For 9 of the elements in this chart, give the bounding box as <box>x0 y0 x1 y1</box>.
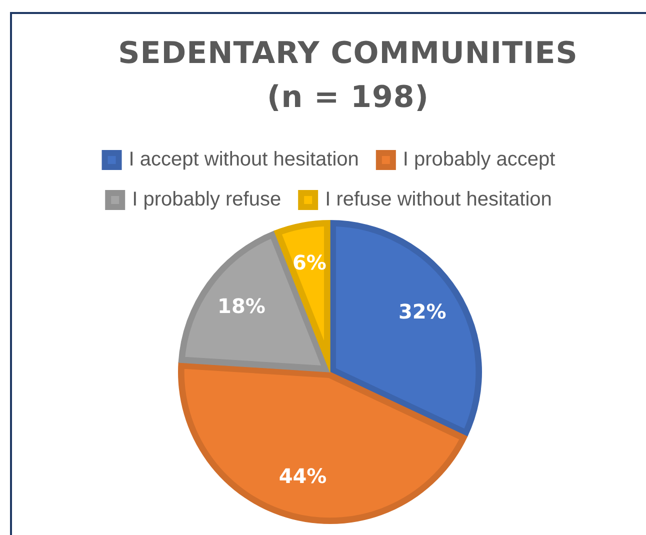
legend-label: I probably accept <box>402 148 556 171</box>
data-label: 18% <box>218 294 266 318</box>
data-label: 32% <box>398 300 446 324</box>
data-label: 6% <box>292 250 326 275</box>
data-label: 44% <box>278 464 327 488</box>
legend-label: I accept without hesitation <box>128 148 359 171</box>
legend-label: I refuse without hesitation <box>325 188 552 211</box>
legend-label: I probably refuse <box>132 188 282 211</box>
chart-title: SEDENTARY COMMUNITIES (n = 198) <box>118 35 578 117</box>
